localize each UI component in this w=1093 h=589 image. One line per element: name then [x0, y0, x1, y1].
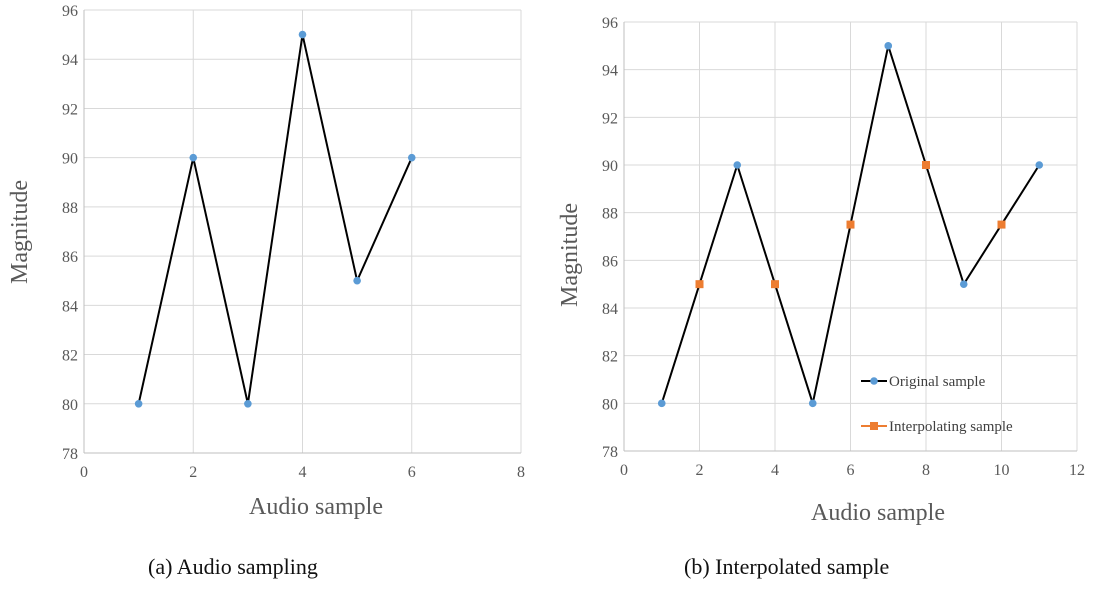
x-tick-label: 10: [994, 462, 1010, 479]
caption-b: (b) Interpolated sample: [684, 554, 890, 579]
data-point-original: [808, 399, 817, 408]
x-tick-label: 8: [517, 464, 525, 481]
series-line: [137, 34, 413, 404]
y-tick-label: 92: [62, 101, 78, 118]
data-point-interpolating: [771, 280, 779, 289]
legend-label-interpolating: Interpolating sample: [889, 419, 1013, 435]
data-point: [353, 276, 361, 285]
legend-item-original: Original sample: [861, 374, 986, 390]
x-tick-label: 4: [299, 464, 307, 481]
y-tick-label: 90: [62, 151, 78, 168]
data-point-interpolating: [922, 161, 930, 169]
x-tick-label: 12: [1069, 462, 1085, 479]
y-tick-label: 92: [602, 110, 618, 127]
data-point: [244, 399, 252, 408]
y-tick-label: 86: [602, 253, 618, 270]
y-axis-label: Magnitude: [557, 203, 583, 307]
data-point-original: [884, 42, 893, 50]
x-tick-label: 2: [696, 462, 704, 479]
y-tick-label: 94: [602, 63, 618, 80]
legend-item-interpolating: Interpolating sample: [861, 419, 1013, 435]
data-point: [189, 153, 198, 162]
legend: Original sample Interpolating sample: [861, 374, 1013, 435]
y-tick-label: 88: [62, 200, 78, 217]
y-tick-label: 80: [62, 397, 78, 414]
data-point-original: [657, 399, 666, 408]
data-point: [134, 399, 143, 408]
y-tick-label: 86: [62, 249, 78, 266]
y-tick-label: 90: [602, 158, 618, 175]
y-tick-label: 82: [602, 349, 618, 366]
y-tick-label: 78: [602, 444, 618, 461]
data-point-interpolating: [997, 220, 1006, 229]
y-tick-label: 88: [602, 206, 618, 223]
x-tick-label: 8: [922, 462, 930, 479]
y-tick-label: 82: [62, 348, 78, 365]
y-tick-label: 78: [62, 446, 78, 463]
y-axis-label: Magnitude: [7, 180, 33, 284]
y-tick-label: 80: [602, 396, 618, 413]
x-tick-label: 6: [408, 464, 416, 481]
legend-marker-original: [870, 377, 878, 385]
data-point: [298, 30, 307, 39]
data-point-original: [959, 280, 968, 288]
data-point-original: [733, 161, 742, 169]
chart-audio-sampling: 78 80 82 84 86 88 90 92 94 96 0 2 4 6 8 Audio sample M…: [7, 3, 525, 520]
chart-interpolated-sample: 78 80 82 84 86 88 90 92 94 96 0 2 4 6 8 10 12 Audio samp…: [557, 15, 1085, 526]
x-tick-label: 4: [771, 462, 779, 479]
data-point-original: [1035, 161, 1044, 169]
data-point: [407, 153, 416, 162]
y-tick-label: 96: [602, 15, 618, 32]
y-tick-label: 96: [62, 3, 78, 20]
x-tick-label: 0: [620, 462, 628, 479]
y-tick-label: 84: [62, 298, 78, 315]
x-tick-label: 0: [80, 464, 88, 481]
x-tick-label: 6: [847, 462, 855, 479]
legend-label-original: Original sample: [889, 374, 986, 390]
legend-marker-interpolating: [870, 422, 878, 430]
caption-a: (a) Audio sampling: [148, 554, 318, 579]
data-point-interpolating: [846, 220, 855, 229]
y-tick-label: 84: [602, 301, 618, 318]
y-tick-label: 94: [62, 52, 78, 69]
data-point-interpolating: [695, 280, 704, 289]
x-axis-label: Audio sample: [249, 494, 383, 520]
x-axis-label: Audio sample: [811, 500, 945, 526]
x-tick-label: 2: [189, 464, 197, 481]
